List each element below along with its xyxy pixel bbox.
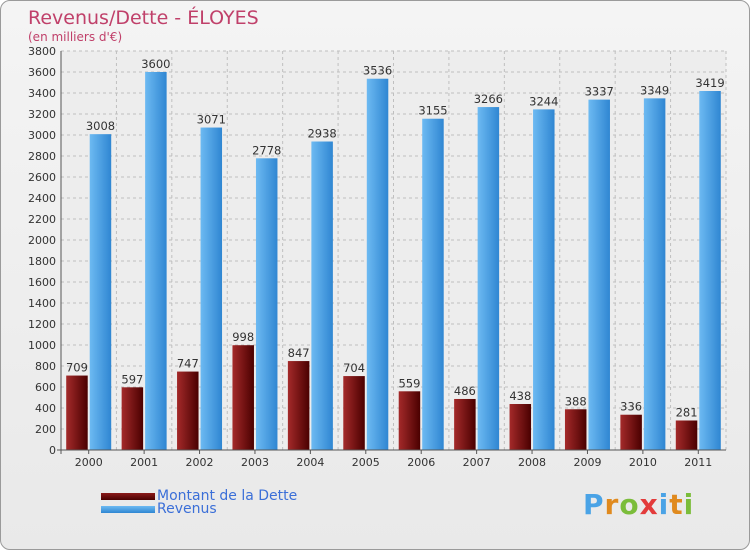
data-label-dette: 847 [288, 346, 310, 360]
legend-swatch-dette [101, 493, 155, 500]
y-tick-label: 0 [49, 444, 56, 457]
y-tick-label: 2000 [28, 234, 56, 247]
x-tick-label: 2008 [518, 456, 546, 469]
bar-dette [287, 361, 310, 450]
data-label-dette: 438 [509, 389, 531, 403]
data-label-dette: 747 [177, 357, 199, 371]
data-label-revenus: 3600 [141, 57, 170, 71]
data-label-dette: 709 [66, 361, 88, 375]
chart-title: Revenus/Dette - ÉLOYES [28, 7, 259, 29]
data-label-dette: 704 [343, 361, 365, 375]
data-label-revenus: 3244 [529, 94, 558, 108]
legend-swatch-revenus [101, 506, 155, 513]
bar-dette [398, 391, 421, 450]
y-tick-label: 3200 [28, 108, 56, 121]
y-tick-label: 3400 [28, 87, 56, 100]
logo-letter: o [619, 488, 640, 521]
y-tick-label: 200 [35, 423, 56, 436]
y-tick-label: 1000 [28, 339, 56, 352]
data-label-dette: 336 [620, 400, 642, 414]
data-label-revenus: 3155 [418, 104, 447, 118]
data-label-revenus: 3008 [86, 119, 115, 133]
legend-label-revenus: Revenus [157, 501, 217, 517]
x-tick-label: 2009 [573, 456, 601, 469]
data-label-dette: 597 [121, 372, 143, 386]
logo-letter: i [683, 488, 695, 521]
logo-letter: i [658, 488, 670, 521]
proxiti-logo: Proxiti [583, 488, 694, 521]
y-tick-label: 2600 [28, 171, 56, 184]
bar-dette [509, 404, 532, 450]
x-tick-label: 2011 [684, 456, 712, 469]
bar-revenus [422, 118, 444, 450]
bar-dette [177, 371, 199, 450]
x-tick-label: 2010 [629, 456, 657, 469]
y-tick-label: 3600 [28, 66, 56, 79]
data-label-dette: 559 [398, 376, 420, 390]
y-tick-label: 1200 [28, 318, 56, 331]
data-label-dette: 998 [232, 330, 254, 344]
data-label-revenus: 2938 [307, 127, 336, 141]
y-tick-label: 800 [35, 360, 56, 373]
x-tick-label: 2003 [241, 456, 269, 469]
y-tick-label: 1600 [28, 276, 56, 289]
bar-revenus [588, 99, 610, 451]
bar-revenus [699, 91, 721, 450]
y-tick-label: 1400 [28, 297, 56, 310]
bar-revenus [89, 134, 112, 450]
bar-revenus [477, 107, 500, 450]
y-tick-label: 400 [35, 402, 56, 415]
bar-dette [564, 409, 587, 450]
bar-revenus [366, 78, 389, 450]
data-label-revenus: 3536 [363, 64, 392, 78]
chart-subtitle: (en milliers d'€) [28, 30, 123, 44]
logo-letter: x [639, 488, 659, 521]
x-tick-label: 2001 [130, 456, 158, 469]
data-label-revenus: 3349 [640, 83, 669, 97]
bar-dette [343, 376, 365, 450]
bar-dette [121, 387, 144, 450]
x-tick-label: 2006 [407, 456, 435, 469]
data-label-revenus: 2778 [252, 143, 281, 157]
bar-revenus [643, 98, 666, 450]
x-tick-label: 2007 [463, 456, 491, 469]
y-tick-label: 3800 [28, 45, 56, 58]
y-tick-label: 2400 [28, 192, 56, 205]
data-label-revenus: 3419 [695, 76, 724, 90]
x-tick-label: 2002 [186, 456, 214, 469]
x-tick-label: 2004 [296, 456, 324, 469]
data-label-dette: 486 [454, 384, 476, 398]
data-label-dette: 388 [565, 394, 587, 408]
bar-dette [66, 375, 88, 450]
bar-revenus [200, 127, 223, 451]
legend-label-dette: Montant de la Dette [157, 488, 298, 504]
y-tick-label: 2200 [28, 213, 56, 226]
logo-letter: r [604, 488, 620, 521]
bar-dette [620, 414, 642, 450]
bar-dette [675, 420, 698, 450]
data-label-dette: 281 [676, 405, 698, 419]
bar-dette [454, 398, 476, 450]
data-label-revenus: 3337 [585, 85, 614, 99]
y-tick-label: 3000 [28, 129, 56, 142]
logo-letter: P [583, 488, 605, 521]
data-label-revenus: 3071 [197, 113, 226, 127]
data-label-revenus: 3266 [474, 92, 503, 106]
bar-revenus [255, 158, 278, 450]
bar-revenus [533, 109, 555, 450]
bar-revenus [145, 72, 167, 450]
y-tick-label: 1800 [28, 255, 56, 268]
x-tick-label: 2005 [352, 456, 380, 469]
bar-revenus [311, 141, 333, 450]
y-tick-label: 2800 [28, 150, 56, 163]
y-tick-label: 600 [35, 381, 56, 394]
logo-letter: t [669, 488, 684, 521]
x-tick-label: 2000 [75, 456, 103, 469]
bar-dette [232, 345, 254, 450]
